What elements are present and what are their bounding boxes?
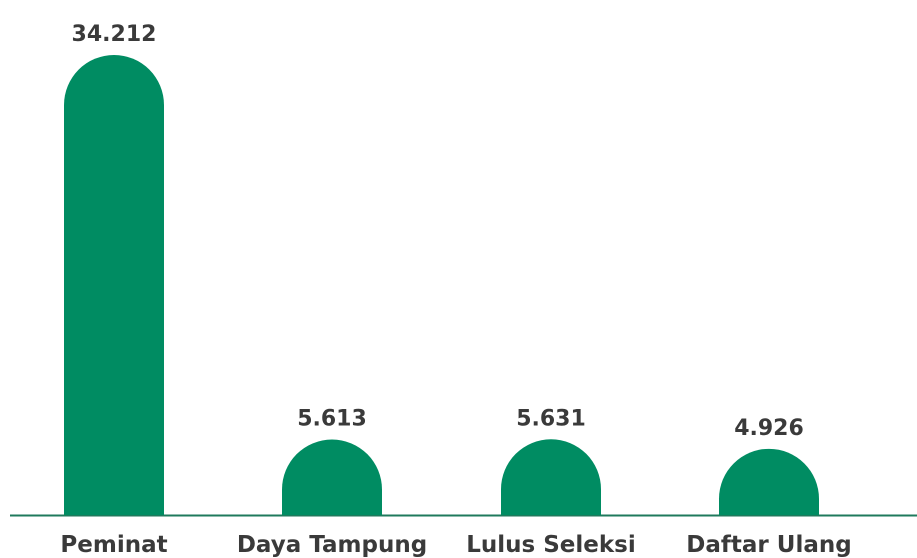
value-label: 5.631 (516, 406, 586, 431)
category-label: Daya Tampung (237, 532, 427, 558)
bar (501, 439, 601, 515)
category-label: Lulus Seleksi (466, 532, 636, 558)
value-label: 4.926 (734, 416, 804, 441)
value-label: 5.613 (297, 407, 367, 432)
bar (282, 439, 382, 515)
value-label: 34.212 (72, 22, 157, 47)
category-label: Daftar Ulang (686, 532, 851, 558)
bar (64, 55, 164, 515)
bar (719, 448, 819, 515)
category-label: Peminat (60, 532, 167, 558)
